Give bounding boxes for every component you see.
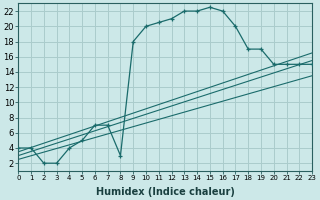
X-axis label: Humidex (Indice chaleur): Humidex (Indice chaleur) xyxy=(96,187,235,197)
